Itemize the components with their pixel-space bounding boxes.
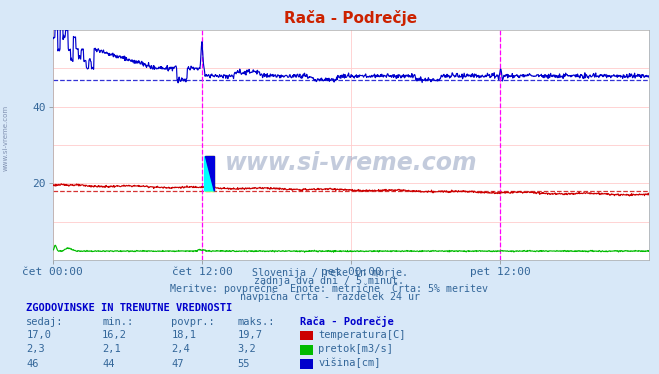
Text: ZGODOVINSKE IN TRENUTNE VREDNOSTI: ZGODOVINSKE IN TRENUTNE VREDNOSTI: [26, 303, 233, 313]
Text: sedaj:: sedaj:: [26, 318, 64, 327]
Bar: [204, 156, 214, 191]
Text: povpr.:: povpr.:: [171, 318, 215, 327]
Text: 19,7: 19,7: [237, 330, 262, 340]
Text: www.si-vreme.com: www.si-vreme.com: [2, 105, 9, 171]
Text: Slovenija / reke in morje.: Slovenija / reke in morje.: [252, 268, 407, 278]
Text: 46: 46: [26, 359, 39, 368]
Text: 3,2: 3,2: [237, 344, 256, 354]
Text: 44: 44: [102, 359, 115, 368]
Text: 17,0: 17,0: [26, 330, 51, 340]
Text: 2,1: 2,1: [102, 344, 121, 354]
Text: navpična črta - razdelek 24 ur: navpična črta - razdelek 24 ur: [239, 291, 420, 301]
Polygon shape: [204, 156, 214, 191]
Text: min.:: min.:: [102, 318, 133, 327]
Text: 2,4: 2,4: [171, 344, 190, 354]
Text: pretok[m3/s]: pretok[m3/s]: [318, 344, 393, 354]
Text: 16,2: 16,2: [102, 330, 127, 340]
Text: Meritve: povprečne  Enote: metrične  Črta: 5% meritev: Meritve: povprečne Enote: metrične Črta:…: [171, 282, 488, 294]
Title: Rača - Podrečje: Rača - Podrečje: [284, 10, 418, 26]
Polygon shape: [204, 156, 214, 191]
Text: www.si-vreme.com: www.si-vreme.com: [225, 151, 477, 175]
Text: 55: 55: [237, 359, 250, 368]
Text: Rača - Podrečje: Rača - Podrečje: [300, 316, 393, 327]
Text: 2,3: 2,3: [26, 344, 45, 354]
Text: višina[cm]: višina[cm]: [318, 358, 381, 368]
Text: zadnja dva dni / 5 minut.: zadnja dva dni / 5 minut.: [254, 276, 405, 286]
Text: temperatura[C]: temperatura[C]: [318, 330, 406, 340]
Text: maks.:: maks.:: [237, 318, 275, 327]
Text: 18,1: 18,1: [171, 330, 196, 340]
Text: 47: 47: [171, 359, 184, 368]
